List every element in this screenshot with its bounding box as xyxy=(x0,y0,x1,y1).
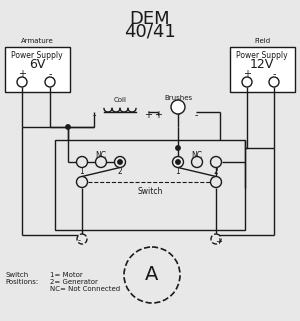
Text: 1= Motor: 1= Motor xyxy=(50,272,83,278)
Circle shape xyxy=(242,77,252,87)
Text: 2: 2 xyxy=(118,168,122,177)
Bar xyxy=(55,140,245,230)
Bar xyxy=(230,47,295,92)
Circle shape xyxy=(76,157,88,168)
Circle shape xyxy=(76,177,88,187)
Text: +: + xyxy=(144,110,152,120)
Text: 2= Generator: 2= Generator xyxy=(50,279,98,285)
Circle shape xyxy=(176,160,180,164)
Circle shape xyxy=(172,157,184,168)
Circle shape xyxy=(211,157,221,168)
Text: NC: NC xyxy=(191,151,203,160)
Text: Armature: Armature xyxy=(21,38,53,44)
Text: NC= Not Connected: NC= Not Connected xyxy=(50,286,120,292)
Text: +: + xyxy=(243,69,251,79)
Text: 40/41: 40/41 xyxy=(124,23,176,41)
Circle shape xyxy=(269,77,279,87)
Text: Positions:: Positions: xyxy=(5,279,38,285)
Circle shape xyxy=(95,157,106,168)
Text: Switch: Switch xyxy=(5,272,28,278)
Circle shape xyxy=(211,234,221,244)
Text: Coil: Coil xyxy=(113,97,127,103)
Text: A: A xyxy=(145,265,159,284)
Text: Brushes: Brushes xyxy=(164,95,192,101)
Circle shape xyxy=(191,157,203,168)
Circle shape xyxy=(17,77,27,87)
Text: 12V: 12V xyxy=(250,58,274,72)
Text: +: + xyxy=(154,110,162,120)
Circle shape xyxy=(115,157,125,168)
Text: 2: 2 xyxy=(214,168,218,177)
Text: -: - xyxy=(92,110,96,120)
Text: -: - xyxy=(77,237,80,246)
Bar xyxy=(5,47,70,92)
Text: -: - xyxy=(194,110,198,120)
Text: Switch: Switch xyxy=(137,187,163,196)
Circle shape xyxy=(66,125,70,129)
Text: 1: 1 xyxy=(176,168,180,177)
Text: Power Supply: Power Supply xyxy=(236,50,288,59)
Circle shape xyxy=(176,146,180,150)
Text: NC: NC xyxy=(95,151,106,160)
Circle shape xyxy=(45,77,55,87)
Text: +: + xyxy=(18,69,26,79)
Text: DEM: DEM xyxy=(130,10,170,28)
Text: Field: Field xyxy=(254,38,270,44)
Text: +: + xyxy=(216,237,222,246)
Circle shape xyxy=(171,100,185,114)
Text: Power Supply: Power Supply xyxy=(11,50,63,59)
Text: 6V: 6V xyxy=(29,58,45,72)
Circle shape xyxy=(118,160,122,164)
Text: -: - xyxy=(272,69,276,79)
Text: 1: 1 xyxy=(80,168,84,177)
Circle shape xyxy=(211,177,221,187)
Circle shape xyxy=(124,247,180,303)
Text: -: - xyxy=(48,69,52,79)
Circle shape xyxy=(77,234,87,244)
